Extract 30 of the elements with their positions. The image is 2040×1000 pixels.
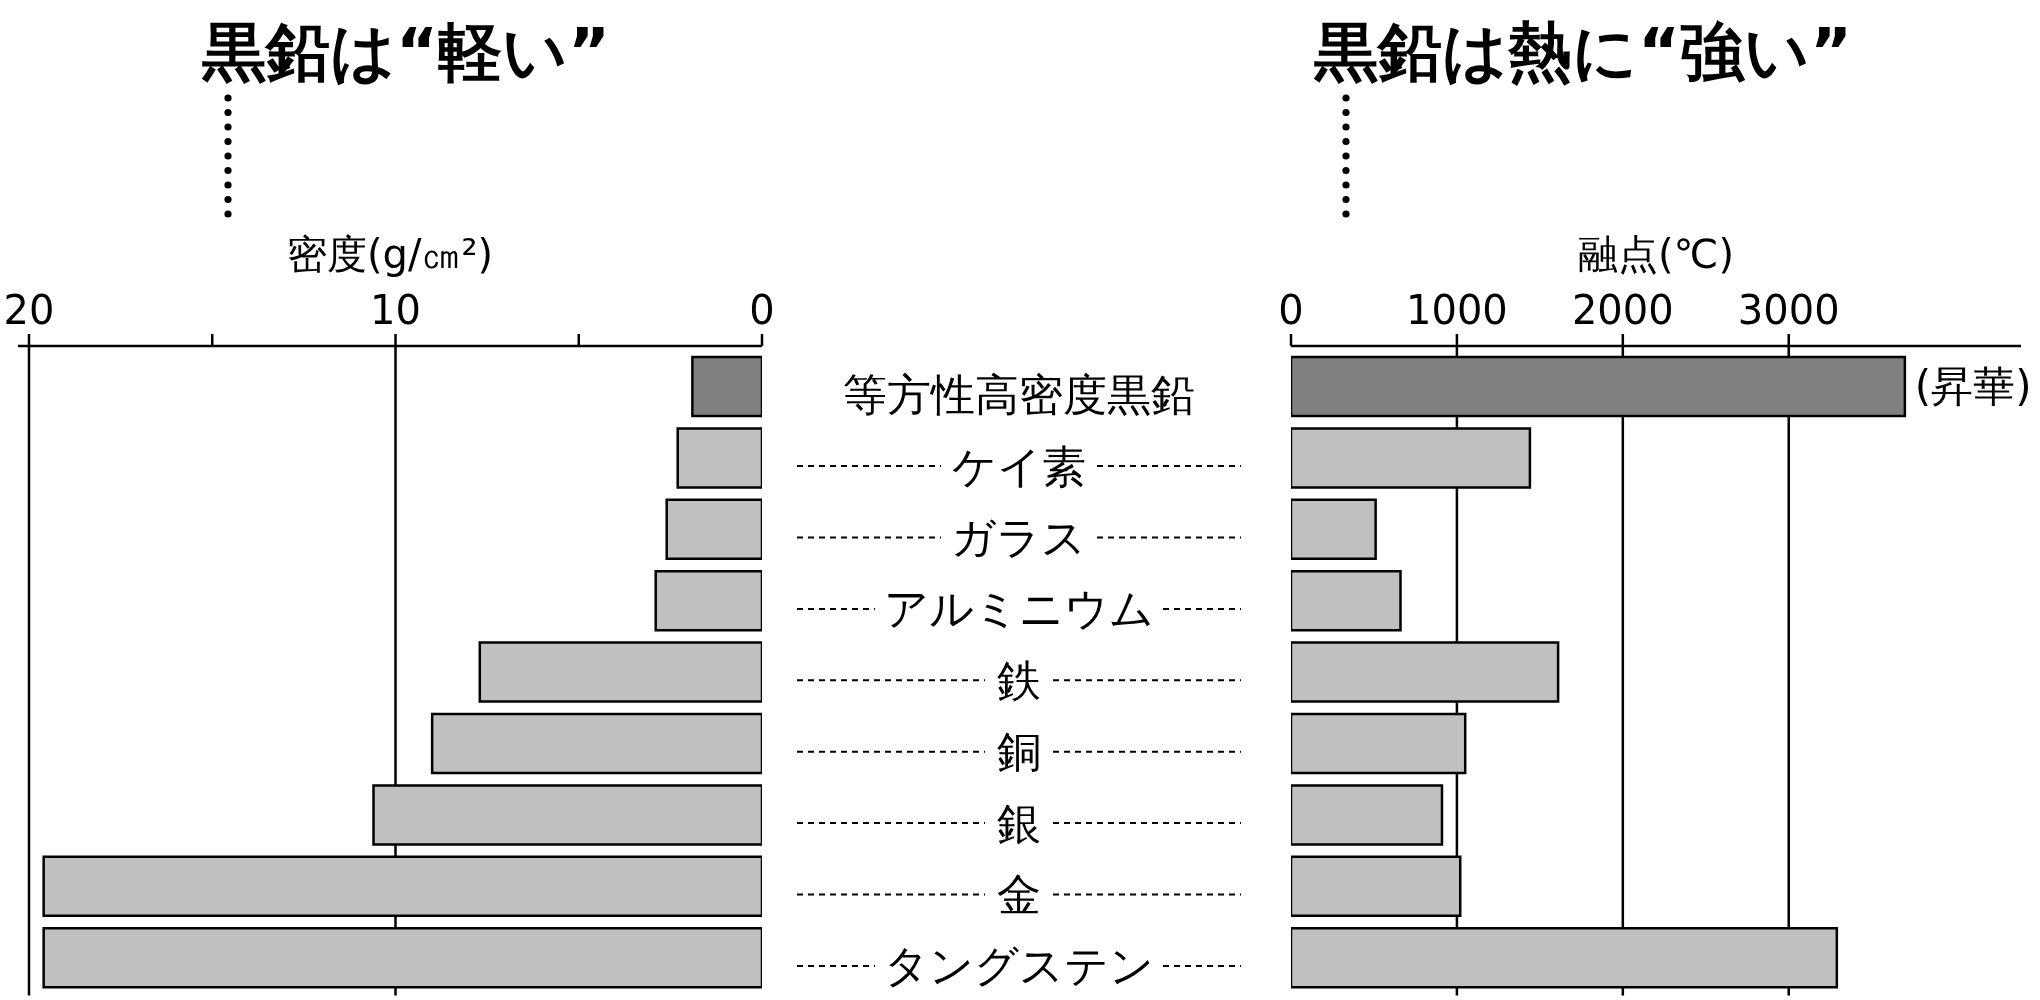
y-tick-label: ガラス — [951, 512, 1087, 563]
y-tick-label: タングステン — [884, 940, 1154, 992]
bar — [654, 569, 762, 632]
y-tick-label: 銅 — [997, 726, 1041, 778]
y-tick-label: 等方性高密度黒鉛 — [843, 369, 1195, 421]
bar — [691, 355, 762, 418]
x-tick-label: 10 — [370, 287, 421, 333]
bar — [430, 712, 762, 775]
x-tick-label: 0 — [1278, 287, 1304, 333]
x-axis-title: 融点(℃) — [1577, 231, 1735, 278]
x-tick-label: 3000 — [1737, 287, 1840, 333]
bar — [1291, 569, 1402, 632]
y-tick-label: 銀 — [997, 797, 1041, 849]
x-tick-label: 2000 — [1571, 287, 1674, 333]
chart-title: 黒鉛は熱に“強い” — [1314, 14, 1853, 91]
bar — [1291, 498, 1377, 561]
chart-title: 黒鉛は“軽い” — [202, 14, 611, 91]
annotation: (昇華) — [1914, 360, 2032, 413]
x-axis-title: 密度(g/㎝²) — [286, 231, 494, 278]
bar — [478, 641, 762, 703]
y-tick-label: アルミニウム — [884, 583, 1154, 635]
y-tick-label: 鉄 — [997, 654, 1041, 706]
bar — [1291, 784, 1444, 846]
x-tick-label: 0 — [749, 287, 775, 333]
y-tick-label: ケイ素 — [952, 440, 1086, 492]
y-tick-label: 金 — [997, 868, 1041, 920]
x-tick-label: 1000 — [1406, 287, 1508, 333]
bar — [676, 427, 762, 489]
x-tick-label: 20 — [3, 287, 55, 333]
bar — [665, 498, 762, 561]
